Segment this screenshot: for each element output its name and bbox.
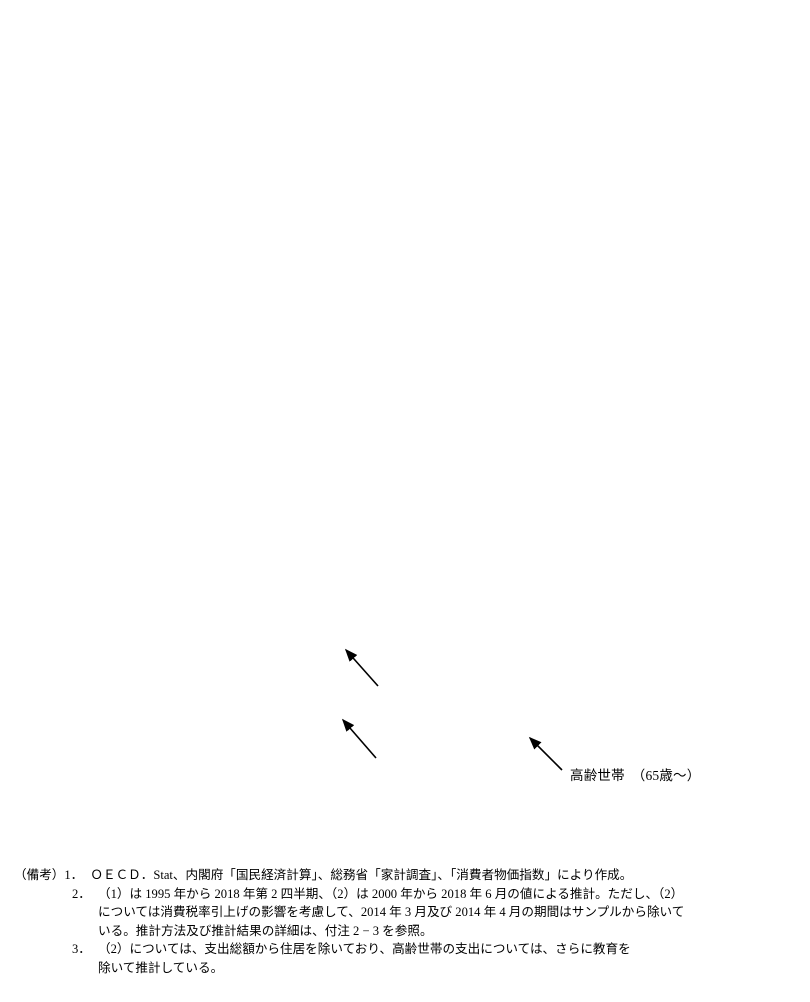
footnote-text: については消費税率引上げの影響を考慮して、2014 年 3 月及び 2014 年… bbox=[98, 905, 685, 920]
footnote-number: 3． bbox=[72, 942, 91, 957]
footnote-line: については消費税率引上げの影響を考慮して、2014 年 3 月及び 2014 年… bbox=[14, 903, 804, 922]
annotation-arrows bbox=[341, 648, 563, 771]
footnote-marker bbox=[14, 940, 72, 959]
footnote-text: ＯＥＣＤ．Stat、内閣府「国民経済計算」、総務省「家計調査」、「消費者物価指数… bbox=[90, 868, 633, 882]
footnote-line: 除いて推計している。 bbox=[14, 959, 804, 978]
annotation-label-elderly: 高齢世帯 （65歳〜） bbox=[570, 768, 701, 783]
chart-own-price-elasticity-household: 高齢世帯 （65歳〜） bbox=[0, 520, 810, 860]
footnote-number: 2． bbox=[72, 886, 91, 901]
footnote-number: 1． bbox=[64, 868, 84, 882]
footnote-line: いる。推計方法及び推計結果の詳細は、付注 2 − 3 を参照。 bbox=[14, 922, 804, 941]
chart-own-price-elasticity-sna bbox=[0, 0, 420, 340]
footnote-marker bbox=[14, 885, 72, 904]
footnote-line: 2． （1）は 1995 年から 2018 年第 2 四半期、（2）は 2000 … bbox=[14, 885, 804, 904]
footnote-indent bbox=[14, 959, 98, 978]
footnotes: （備考） 1． ＯＥＣＤ．Stat、内閣府「国民経済計算」、総務省「家計調査」、「消… bbox=[14, 866, 804, 978]
footnote-line: 3． （2）については、支出総額から住居を除いており、高齢世帯の支出については、さ… bbox=[14, 940, 804, 959]
footnote-indent bbox=[14, 922, 98, 941]
footnote-text: （1）は 1995 年から 2018 年第 2 四半期、（2）は 2000 年か… bbox=[98, 886, 684, 901]
footnote-line: （備考） 1． ＯＥＣＤ．Stat、内閣府「国民経済計算」、総務省「家計調査」、「消… bbox=[14, 866, 804, 885]
footnote-text: 除いて推計している。 bbox=[98, 960, 224, 975]
chart-income-elasticity-sna bbox=[420, 130, 810, 470]
footnote-text: （2）については、支出総額から住居を除いており、高齢世帯の支出については、さらに… bbox=[98, 942, 631, 957]
footnote-marker: （備考） bbox=[14, 868, 65, 882]
footnote-indent bbox=[14, 903, 98, 922]
footnote-text: いる。推計方法及び推計結果の詳細は、付注 2 − 3 を参照。 bbox=[98, 923, 433, 938]
